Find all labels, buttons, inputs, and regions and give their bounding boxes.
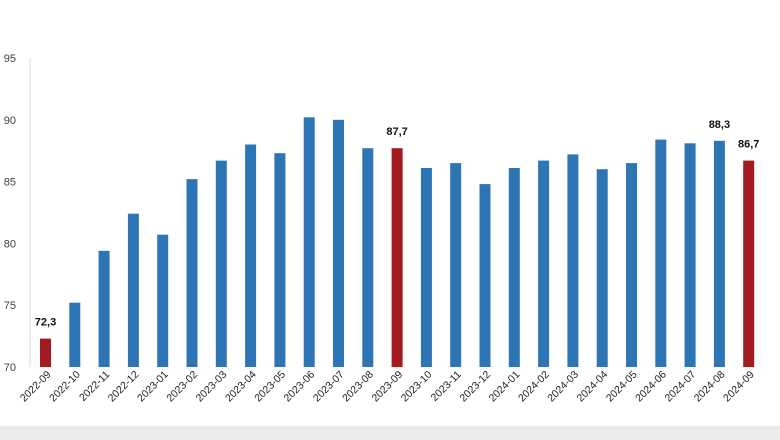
bar-2023-09 <box>391 148 403 367</box>
bar-2024-09 <box>743 160 755 367</box>
data-label: 87,7 <box>386 126 407 138</box>
y-tick-label: 90 <box>4 115 16 127</box>
bar-2023-10 <box>420 168 432 367</box>
bar-2023-12 <box>479 184 491 367</box>
bar-2023-08 <box>362 148 374 367</box>
x-tick-label: 2023-07 <box>311 369 347 405</box>
x-tick-label: 2023-03 <box>194 369 230 405</box>
bar-2023-07 <box>333 119 344 367</box>
x-tick-label: 2023-09 <box>369 369 405 405</box>
x-tick-label: 2022-10 <box>47 369 83 405</box>
x-tick-label: 2023-12 <box>457 369 493 405</box>
bar-2023-11 <box>450 163 462 367</box>
y-tick-label: 80 <box>4 238 16 250</box>
bar-2023-06 <box>303 117 315 367</box>
x-tick-label: 2024-02 <box>516 369 552 405</box>
bar-2023-02 <box>186 179 198 367</box>
bar-2022-10 <box>69 302 81 367</box>
x-tick-labels: 2022-092022-102022-112022-122023-012023-… <box>18 369 757 405</box>
bar-2024-08 <box>713 140 725 367</box>
y-axis: 70 75 80 85 90 95 <box>4 53 31 374</box>
data-label: 72,3 <box>35 317 56 329</box>
bar-2024-06 <box>655 139 667 367</box>
bars <box>40 117 755 367</box>
x-tick-label: 2023-10 <box>399 369 435 405</box>
x-tick-label: 2024-04 <box>575 369 611 405</box>
bar-2022-09 <box>40 338 51 367</box>
bar-2024-02 <box>538 160 550 367</box>
x-tick-label: 2023-01 <box>135 369 171 405</box>
data-label: 88,3 <box>709 119 730 131</box>
y-tick-label: 75 <box>4 300 16 312</box>
bar-2024-01 <box>508 168 520 367</box>
x-tick-label: 2024-05 <box>604 369 640 405</box>
y-tick-label: 70 <box>4 362 16 374</box>
bar-2024-04 <box>596 169 608 367</box>
bar-2023-03 <box>215 160 227 367</box>
bottom-band <box>0 426 780 440</box>
x-tick-label: 2023-04 <box>223 369 259 405</box>
x-tick-label: 2024-07 <box>662 369 698 405</box>
x-tick-label: 2024-03 <box>545 369 581 405</box>
bar-2022-12 <box>127 213 139 367</box>
bar-2023-05 <box>274 153 286 367</box>
data-label: 86,7 <box>738 139 759 151</box>
x-tick-label: 2022-09 <box>18 369 54 405</box>
x-tick-label: 2022-12 <box>106 369 142 405</box>
y-tick-label: 85 <box>4 177 16 189</box>
x-tick-label: 2024-08 <box>692 369 728 405</box>
bar-2024-07 <box>684 143 696 367</box>
bar-2023-01 <box>157 234 169 367</box>
x-tick-label: 2024-09 <box>721 369 757 405</box>
bar-2022-11 <box>98 250 110 367</box>
y-tick-label: 95 <box>4 53 16 65</box>
data-labels: 72,3 87,7 88,3 86,7 <box>35 119 760 329</box>
bar-2023-04 <box>245 144 257 367</box>
bar-2024-05 <box>626 163 637 367</box>
x-tick-label: 2023-08 <box>340 369 376 405</box>
x-tick-label: 2023-06 <box>282 369 318 405</box>
bar-2024-03 <box>567 154 579 367</box>
y-tick-labels: 70 75 80 85 90 95 <box>4 53 16 374</box>
x-tick-label: 2023-02 <box>164 369 200 405</box>
x-tick-label: 2023-05 <box>252 369 288 405</box>
x-tick-label: 2024-01 <box>487 369 523 405</box>
x-tick-label: 2024-06 <box>633 369 669 405</box>
